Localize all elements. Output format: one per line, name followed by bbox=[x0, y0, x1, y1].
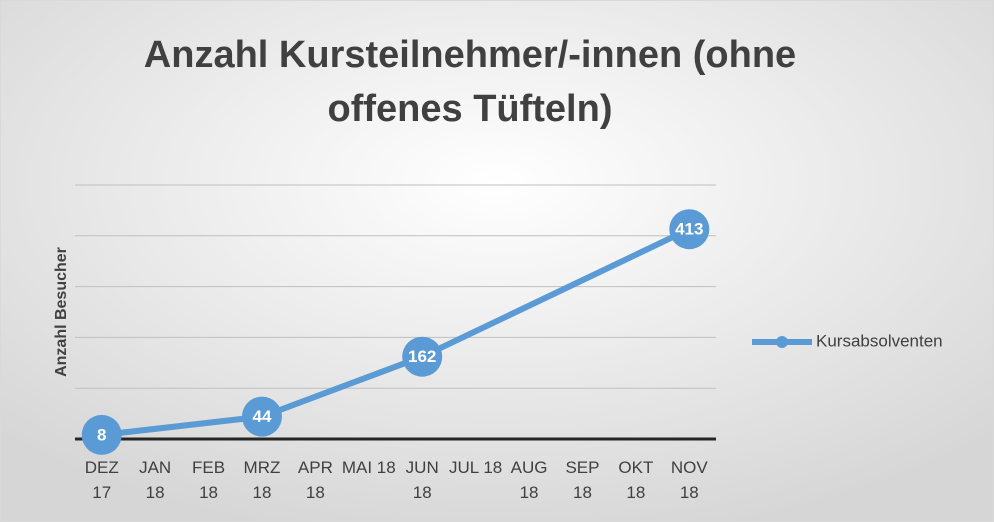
x-tick-box: MAI 18 bbox=[341, 458, 396, 477]
x-tick-label: SEP 18 bbox=[565, 458, 600, 502]
x-tick-label: APR 18 bbox=[297, 458, 333, 502]
x-tick-box: JUL 18 bbox=[449, 458, 503, 477]
data-point bbox=[241, 396, 282, 437]
x-tick-box: JUN 18 bbox=[405, 458, 439, 502]
data-label: 8 bbox=[97, 425, 106, 444]
legend-marker bbox=[776, 336, 788, 348]
data-point bbox=[669, 209, 710, 250]
data-label: 162 bbox=[408, 347, 436, 366]
x-tick-box: OKT 18 bbox=[618, 458, 654, 502]
x-tick-box: APR 18 bbox=[297, 458, 333, 502]
legend-label: Kursabsolventen bbox=[816, 331, 943, 350]
x-tick-box: DEZ 17 bbox=[84, 458, 119, 502]
x-tick-label: MRZ 18 bbox=[243, 458, 281, 502]
x-tick-box: NOV 18 bbox=[670, 458, 708, 502]
x-tick-box: JAN 18 bbox=[139, 458, 172, 502]
series-line bbox=[101, 226, 691, 438]
x-tick-label: NOV 18 bbox=[670, 458, 708, 502]
x-tick-label: JAN 18 bbox=[139, 458, 172, 502]
y-axis-label: Anzahl Besucher bbox=[53, 247, 70, 377]
x-tick-label: DEZ 17 bbox=[84, 458, 119, 502]
data-point bbox=[81, 414, 122, 455]
x-tick-label: JUL 18 bbox=[449, 458, 503, 477]
x-tick-label: FEB 18 bbox=[192, 458, 226, 502]
data-label: 44 bbox=[252, 407, 271, 426]
x-tick-label: JUN 18 bbox=[405, 458, 439, 502]
data-label: 413 bbox=[675, 220, 703, 239]
data-point bbox=[402, 336, 443, 377]
title-box: Anzahl Kursteilnehmer/-innen (ohne offen… bbox=[143, 34, 797, 130]
x-tick-box: AUG 18 bbox=[510, 458, 548, 502]
x-tick-label: AUG 18 bbox=[510, 458, 548, 502]
chart-title: Anzahl Kursteilnehmer/-innen (ohne offen… bbox=[143, 34, 797, 130]
x-tick-box: MRZ 18 bbox=[243, 458, 281, 502]
x-tick-label: MAI 18 bbox=[341, 458, 396, 477]
x-tick-label: OKT 18 bbox=[618, 458, 654, 502]
x-tick-box: FEB 18 bbox=[192, 458, 226, 502]
x-tick-box: SEP 18 bbox=[565, 458, 600, 502]
